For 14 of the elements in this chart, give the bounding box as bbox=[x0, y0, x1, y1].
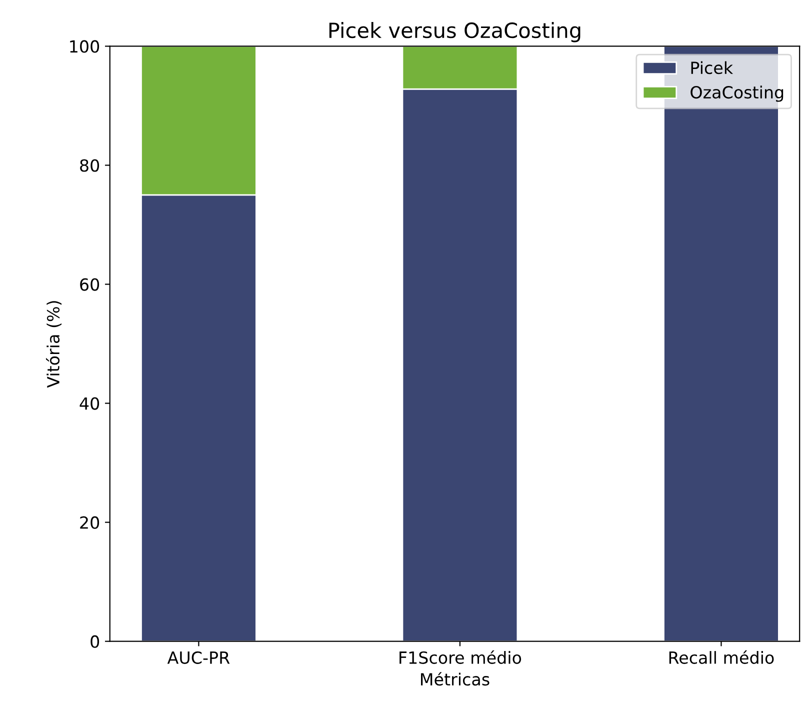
x-tick-label: AUC-PR bbox=[167, 651, 230, 664]
y-tick-label: 40 bbox=[80, 397, 100, 410]
x-axis-title: Métricas bbox=[421, 672, 490, 686]
y-tick-label: 20 bbox=[80, 516, 100, 529]
y-axis-title: Vitória (%) bbox=[46, 301, 62, 388]
y-tick-label: 60 bbox=[80, 278, 100, 291]
legend-label: Picek bbox=[691, 61, 734, 74]
y-tick-label: 0 bbox=[90, 635, 100, 648]
y-tick-label: 100 bbox=[70, 40, 100, 53]
legend-label: OzaCosting bbox=[690, 86, 784, 102]
x-tick-label: Recall médio bbox=[669, 650, 774, 664]
y-tick-label: 80 bbox=[80, 159, 100, 172]
x-tick-label: F1Score médio bbox=[400, 650, 522, 664]
chart-title: Picek versus OzaCosting bbox=[329, 22, 580, 42]
